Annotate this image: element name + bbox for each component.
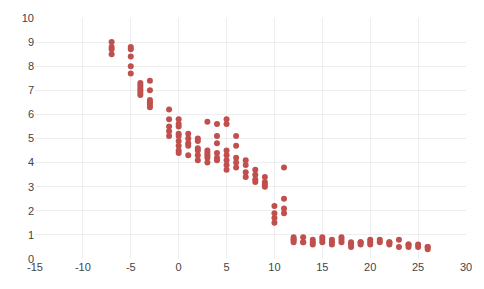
svg-text:0: 0	[176, 261, 182, 273]
svg-text:7: 7	[28, 84, 34, 96]
svg-text:1: 1	[28, 229, 34, 241]
svg-text:20: 20	[364, 261, 376, 273]
svg-text:2: 2	[28, 205, 34, 217]
svg-text:-5: -5	[126, 261, 136, 273]
svg-text:10: 10	[22, 12, 34, 24]
svg-text:-10: -10	[75, 261, 91, 273]
svg-text:25: 25	[412, 261, 424, 273]
svg-text:15: 15	[316, 261, 328, 273]
svg-text:9: 9	[28, 36, 34, 48]
svg-text:4: 4	[28, 156, 34, 168]
svg-text:0: 0	[28, 253, 34, 265]
svg-text:5: 5	[223, 261, 229, 273]
svg-text:10: 10	[268, 261, 280, 273]
svg-text:8: 8	[28, 60, 34, 72]
svg-text:6: 6	[28, 108, 34, 120]
svg-text:5: 5	[28, 132, 34, 144]
svg-text:3: 3	[28, 181, 34, 193]
svg-text:-15: -15	[27, 261, 43, 273]
svg-text:30: 30	[460, 261, 472, 273]
